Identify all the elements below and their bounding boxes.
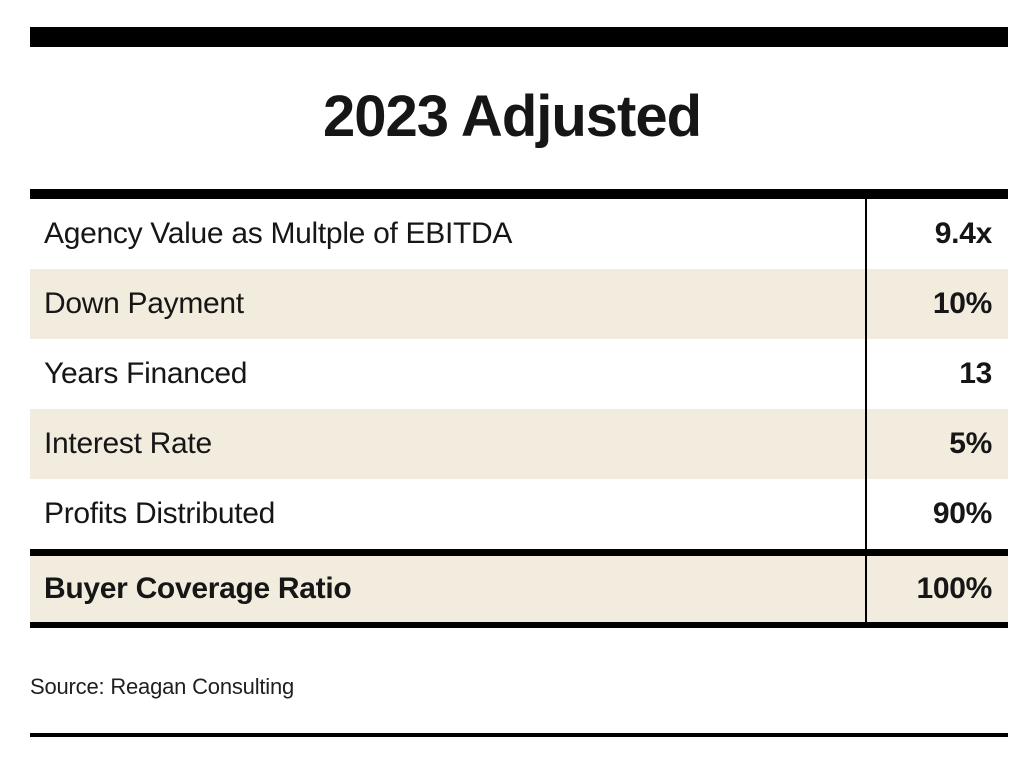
row-label: Interest Rate: [44, 427, 212, 460]
row-value: 100%: [865, 556, 1008, 622]
table-rows: Agency Value as Multple of EBITDA 9.4x Dow…: [30, 199, 1008, 549]
row-value: 90%: [865, 479, 1008, 549]
table-top-border: [30, 189, 1008, 199]
row-label: Years Financed: [44, 357, 248, 390]
table-row: Down Payment 10%: [30, 269, 1008, 339]
table-row: Agency Value as Multple of EBITDA 9.4x: [30, 199, 1008, 269]
row-value: 9.4x: [865, 199, 1008, 269]
row-label: Agency Value as Multple of EBITDA: [44, 217, 513, 250]
table-row: Years Financed 13: [30, 339, 1008, 409]
page-title: 2023 Adjusted: [322, 84, 702, 149]
table-bottom-border: [30, 622, 1008, 628]
top-rule: [30, 27, 1008, 47]
source-attribution: Source: Reagan Consulting: [30, 674, 295, 699]
table-row: Interest Rate 5%: [30, 409, 1008, 479]
bottom-rule: [30, 733, 1008, 737]
row-value: 5%: [865, 409, 1008, 479]
row-value: 10%: [865, 269, 1008, 339]
row-label: Down Payment: [44, 287, 244, 320]
row-label: Buyer Coverage Ratio: [44, 572, 352, 605]
table-footer-row: Buyer Coverage Ratio 100%: [30, 556, 1008, 622]
table-row: Profits Distributed 90%: [30, 479, 1008, 549]
row-label: Profits Distributed: [44, 497, 276, 530]
metrics-table: Agency Value as Multple of EBITDA 9.4x Dow…: [30, 189, 1008, 628]
table-separator-rule: [30, 549, 1008, 556]
row-value: 13: [865, 339, 1008, 409]
